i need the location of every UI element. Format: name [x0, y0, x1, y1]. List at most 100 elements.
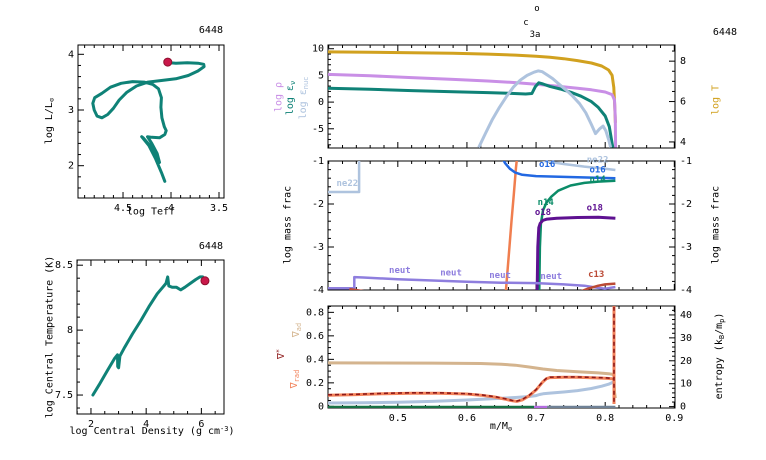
curve-label-n14: n14 — [538, 198, 555, 208]
svg-text:-4: -4 — [680, 285, 692, 296]
svg-text:10: 10 — [312, 44, 324, 55]
c13-right — [580, 282, 616, 290]
svg-text:10: 10 — [680, 379, 692, 390]
svg-text:6: 6 — [680, 97, 686, 108]
neut-curve — [328, 275, 616, 290]
svg-text:3: 3 — [68, 105, 74, 116]
curve-label-n14: n14 — [589, 175, 606, 185]
profile_bot-panel: 0.5 0.6 0.7 0.8 0.9 0.8 0.6 0.4 0.2 0 40 30 20 10 0 — [306, 305, 692, 424]
svg-text:-1: -1 — [312, 156, 324, 167]
svg-text:0: 0 — [318, 97, 324, 108]
log-eps-nuc-curve — [477, 69, 613, 148]
svg-text:3.5: 3.5 — [210, 203, 228, 214]
entropy-curve — [328, 379, 616, 405]
svg-text:0.7: 0.7 — [527, 413, 545, 424]
trho-track — [91, 275, 207, 397]
grad-star-axis-title: ∇* — [275, 348, 287, 360]
curve-label-o18: o18 — [535, 208, 551, 218]
curve-label-ne22: ne22 — [587, 156, 609, 166]
grad-rad-curve — [328, 375, 615, 403]
burning-marker-o: o — [534, 4, 540, 14]
svg-text:4.5: 4.5 — [114, 203, 132, 214]
trho-x-axis-title: log Central Density (g cm-3) — [69, 425, 235, 437]
svg-text:0: 0 — [318, 401, 324, 412]
svg-text:0.2: 0.2 — [306, 378, 324, 389]
hr-panel: 4.5 4 3.5 4 3 2 — [68, 44, 228, 214]
svg-text:20: 20 — [680, 356, 692, 367]
svg-text:-3: -3 — [680, 242, 692, 253]
log-rho-axis-title: log ρ — [273, 81, 285, 113]
svg-text:-2: -2 — [312, 199, 324, 210]
curve-label-c13: c13 — [588, 270, 604, 280]
burning-marker-3a: 3a — [529, 30, 541, 40]
profile-model-number: 6448 — [712, 27, 737, 38]
log-eps-nuc-axis-title: log εnuc — [298, 76, 310, 120]
svg-text:-1: -1 — [680, 156, 692, 167]
curve-label-neut: neut — [540, 272, 562, 282]
hr-y-axis-title: log L/L⊙ — [44, 97, 56, 145]
svg-text:4: 4 — [68, 49, 74, 60]
profile_top-panel: 10 5 0 -5 8 6 4 — [312, 44, 686, 149]
svg-text:8.5: 8.5 — [55, 260, 73, 271]
svg-text:0.6: 0.6 — [306, 331, 324, 342]
svg-text:0: 0 — [680, 402, 686, 413]
n14-curve — [538, 179, 616, 290]
svg-text:5: 5 — [318, 70, 324, 81]
svg-text:8: 8 — [67, 325, 73, 336]
mass-frac-left-axis-title: log mass frac — [282, 185, 294, 265]
svg-text:-5: -5 — [312, 124, 324, 135]
svg-text:6: 6 — [198, 419, 204, 430]
log-rho-curve — [328, 72, 618, 148]
svg-text:-4: -4 — [312, 285, 324, 296]
svg-text:2: 2 — [68, 161, 74, 172]
curve-label-ne22: ne22 — [337, 179, 359, 189]
mass-frac-right-axis-title: log mass frac — [710, 185, 722, 265]
profile_mid-panel: -1 -2 -3 -4 -1 -2 -3 -4 ne22 neut neut neut neut c13 o… — [312, 156, 692, 296]
curve-label-neut: neut — [389, 266, 411, 276]
svg-text:4: 4 — [680, 137, 686, 148]
svg-text:4: 4 — [168, 203, 174, 214]
svg-text:0.4: 0.4 — [306, 354, 324, 365]
svg-text:0.8: 0.8 — [596, 413, 614, 424]
curve-label-o18: o18 — [587, 203, 603, 213]
hr-model-number: 6448 — [198, 25, 223, 36]
entropy-axis-title: entropy (kB/mp) — [714, 312, 726, 400]
log-T-curve — [328, 50, 617, 123]
svg-text:0.8: 0.8 — [306, 307, 324, 318]
m-axis-title: m/M⊙ — [489, 421, 513, 433]
curve-label-neut: neut — [489, 271, 511, 281]
log-eps-nu-axis-title: log εν — [285, 80, 297, 116]
curve-label-neut: neut — [440, 268, 462, 278]
svg-text:4: 4 — [143, 419, 149, 430]
log-T-axis-title: log T — [710, 84, 722, 116]
ne22-core — [328, 161, 361, 194]
svg-text:2: 2 — [88, 419, 94, 430]
grad-ad-axis-title: ∇ad — [291, 322, 303, 338]
grad-rad-axis-title: ∇rad — [289, 369, 301, 389]
curve-label-o16: o16 — [539, 160, 555, 170]
grad-star-curve — [328, 376, 614, 402]
trho-y-axis-title: log Central Temperature (K) — [44, 255, 56, 419]
o16-curve — [502, 161, 616, 180]
o18-curve — [535, 215, 616, 290]
hr-x-axis-title: log Teff — [126, 206, 176, 218]
svg-text:7.5: 7.5 — [55, 390, 73, 401]
current-model-marker — [200, 276, 210, 286]
svg-text:8: 8 — [680, 56, 686, 67]
curve-label-o16: o16 — [589, 166, 605, 176]
svg-text:0.5: 0.5 — [389, 413, 407, 424]
trho-model-number: 6448 — [198, 241, 223, 252]
svg-text:-3: -3 — [312, 242, 324, 253]
trho-panel: 2 4 6 8.5 8 7.5 — [55, 259, 225, 430]
c13-left — [349, 287, 365, 290]
hr-track — [91, 60, 206, 183]
svg-text:0.9: 0.9 — [665, 413, 683, 424]
svg-text:40: 40 — [680, 310, 692, 321]
burning-marker-c: c — [523, 18, 529, 28]
h1-rise — [504, 161, 518, 290]
svg-text:-2: -2 — [680, 199, 692, 210]
current-model-marker — [163, 57, 173, 67]
svg-text:0.6: 0.6 — [458, 413, 476, 424]
